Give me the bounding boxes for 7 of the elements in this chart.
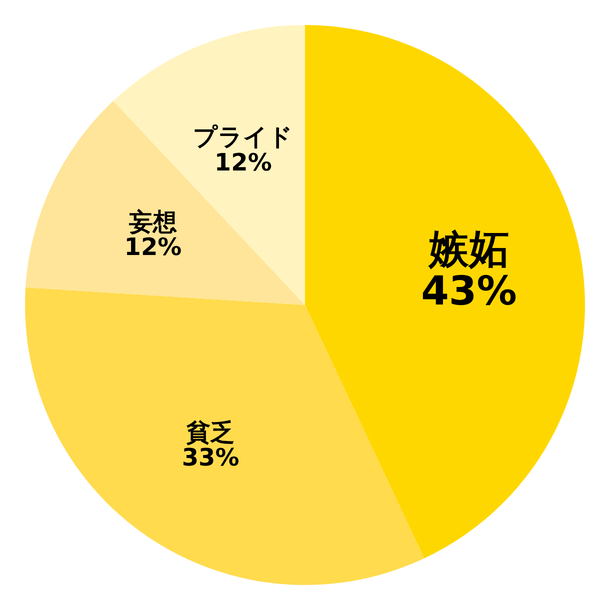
slice-label: 貧乏 bbox=[186, 418, 235, 446]
pie-slice bbox=[113, 25, 305, 305]
pie-slice bbox=[26, 287, 424, 585]
pie-slice bbox=[26, 100, 305, 305]
data-label: 12% bbox=[124, 233, 182, 262]
pie-slice bbox=[305, 25, 585, 558]
slice-label: 妄想 bbox=[128, 208, 177, 236]
